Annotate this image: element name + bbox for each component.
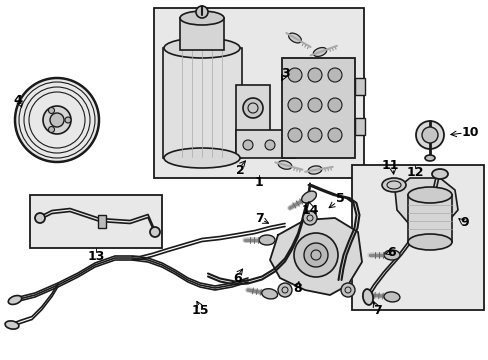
- Text: 1: 1: [254, 176, 263, 189]
- Circle shape: [304, 243, 327, 267]
- Ellipse shape: [362, 289, 372, 305]
- Circle shape: [415, 121, 443, 149]
- Circle shape: [48, 108, 54, 113]
- Text: 15: 15: [191, 303, 208, 316]
- Text: 3: 3: [281, 67, 290, 80]
- Circle shape: [327, 68, 341, 82]
- Text: 7: 7: [255, 212, 264, 225]
- Circle shape: [327, 98, 341, 112]
- Ellipse shape: [424, 155, 434, 161]
- Bar: [180, 18, 224, 50]
- Bar: [163, 48, 242, 158]
- Bar: [236, 85, 269, 155]
- Bar: [282, 58, 354, 158]
- Ellipse shape: [163, 148, 240, 168]
- Bar: [30, 195, 162, 248]
- Text: 14: 14: [301, 203, 318, 216]
- Ellipse shape: [407, 234, 451, 250]
- Polygon shape: [394, 178, 457, 225]
- Text: 2: 2: [235, 163, 244, 176]
- Text: 11: 11: [381, 158, 398, 171]
- Circle shape: [421, 127, 437, 143]
- Circle shape: [196, 6, 207, 18]
- Circle shape: [340, 283, 354, 297]
- Bar: [236, 130, 294, 158]
- Text: 6: 6: [387, 246, 395, 258]
- Circle shape: [150, 227, 160, 237]
- Text: 5: 5: [335, 192, 344, 204]
- Bar: [351, 165, 483, 310]
- Ellipse shape: [381, 178, 405, 192]
- Circle shape: [243, 140, 252, 150]
- Circle shape: [287, 98, 302, 112]
- Ellipse shape: [259, 235, 274, 245]
- Ellipse shape: [307, 166, 321, 174]
- Circle shape: [287, 128, 302, 142]
- Circle shape: [65, 117, 71, 123]
- Polygon shape: [269, 218, 361, 295]
- Bar: [354, 78, 364, 95]
- Circle shape: [48, 126, 54, 132]
- Text: 6: 6: [233, 271, 242, 284]
- Circle shape: [43, 106, 71, 134]
- Ellipse shape: [261, 289, 277, 299]
- Text: 10: 10: [460, 126, 478, 139]
- Ellipse shape: [5, 321, 19, 329]
- Bar: [154, 8, 363, 178]
- Bar: [354, 118, 364, 135]
- Circle shape: [287, 68, 302, 82]
- Circle shape: [307, 128, 321, 142]
- Circle shape: [327, 128, 341, 142]
- Ellipse shape: [288, 33, 301, 43]
- Bar: [98, 215, 106, 228]
- Text: 4: 4: [14, 94, 22, 107]
- Circle shape: [264, 140, 274, 150]
- Ellipse shape: [313, 48, 326, 57]
- Circle shape: [303, 211, 316, 225]
- Bar: [407, 195, 451, 242]
- Text: 8: 8: [293, 282, 302, 294]
- Ellipse shape: [163, 38, 240, 58]
- Text: 13: 13: [87, 249, 104, 262]
- Ellipse shape: [431, 169, 447, 179]
- Ellipse shape: [278, 161, 291, 169]
- Ellipse shape: [180, 11, 224, 25]
- Ellipse shape: [8, 296, 21, 305]
- Ellipse shape: [383, 250, 399, 260]
- Ellipse shape: [301, 191, 316, 203]
- Text: 12: 12: [406, 166, 423, 179]
- Text: 7: 7: [373, 303, 382, 316]
- Circle shape: [307, 98, 321, 112]
- Circle shape: [35, 213, 45, 223]
- Text: 9: 9: [460, 216, 468, 229]
- Circle shape: [50, 113, 64, 127]
- Circle shape: [293, 233, 337, 277]
- Ellipse shape: [407, 187, 451, 203]
- Circle shape: [243, 98, 263, 118]
- Circle shape: [307, 68, 321, 82]
- Ellipse shape: [383, 292, 399, 302]
- Circle shape: [278, 283, 291, 297]
- Circle shape: [15, 78, 99, 162]
